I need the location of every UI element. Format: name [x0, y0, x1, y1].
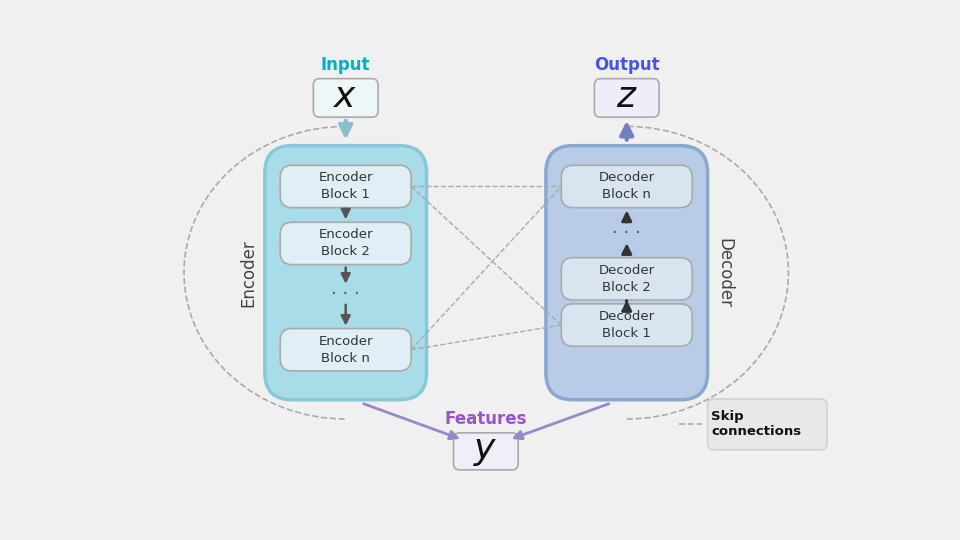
Text: Decoder
Block 1: Decoder Block 1: [599, 310, 655, 340]
Text: Input: Input: [321, 56, 371, 74]
FancyBboxPatch shape: [708, 399, 827, 450]
FancyBboxPatch shape: [280, 222, 411, 265]
Text: $\mathit{y}$: $\mathit{y}$: [473, 434, 498, 468]
FancyBboxPatch shape: [594, 79, 660, 117]
FancyBboxPatch shape: [562, 304, 692, 346]
Text: Decoder
Block 2: Decoder Block 2: [599, 264, 655, 294]
FancyBboxPatch shape: [280, 328, 411, 371]
Text: Encoder
Block 2: Encoder Block 2: [319, 228, 372, 259]
FancyBboxPatch shape: [265, 146, 426, 400]
Text: · · ·: · · ·: [612, 224, 641, 242]
Text: $\mathit{z}$: $\mathit{z}$: [616, 80, 637, 114]
FancyBboxPatch shape: [280, 165, 411, 208]
Text: Encoder: Encoder: [239, 239, 257, 307]
Text: · · ·: · · ·: [331, 285, 360, 303]
Text: $\mathit{x}$: $\mathit{x}$: [333, 80, 358, 114]
FancyBboxPatch shape: [453, 433, 518, 470]
Text: Output: Output: [594, 56, 660, 74]
Text: Decoder: Decoder: [715, 238, 733, 308]
Text: Encoder
Block 1: Encoder Block 1: [319, 172, 372, 201]
FancyBboxPatch shape: [562, 258, 692, 300]
Text: Encoder
Block n: Encoder Block n: [319, 335, 372, 365]
FancyBboxPatch shape: [546, 146, 708, 400]
Text: Features: Features: [444, 410, 527, 428]
Text: Decoder
Block n: Decoder Block n: [599, 172, 655, 201]
Text: Skip
connections: Skip connections: [711, 410, 802, 438]
FancyBboxPatch shape: [562, 165, 692, 208]
FancyBboxPatch shape: [313, 79, 378, 117]
